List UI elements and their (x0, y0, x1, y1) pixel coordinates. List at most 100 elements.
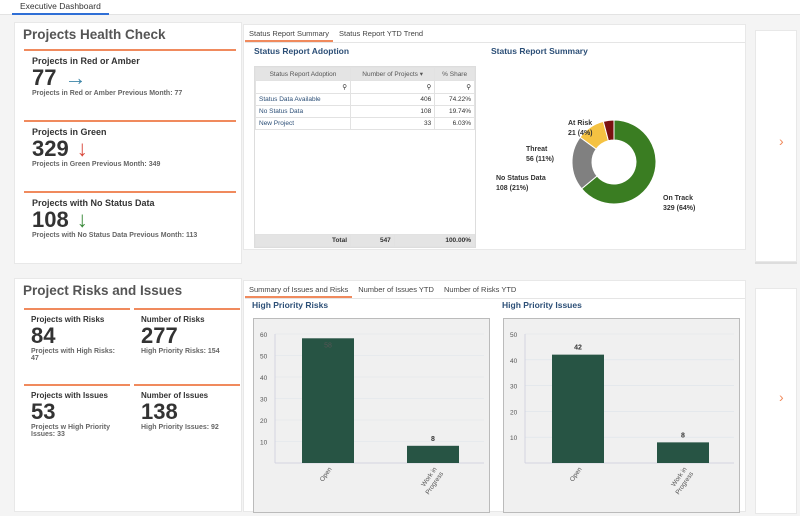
col-header[interactable]: Number of Projects ▾ (349, 67, 436, 81)
kpi-title: Number of Risks (141, 315, 205, 324)
kpi-card: Number of Risks 277 High Priority Risks:… (134, 308, 240, 378)
kpi-subtext: High Priority Issues: 92 (141, 424, 219, 431)
x-tick-label: Work inProgress (418, 466, 446, 497)
row-count: 108 (349, 105, 436, 118)
risks-card: Project Risks and Issues Projects with R… (14, 278, 242, 512)
tab-status-report-summary[interactable]: Status Report Summary (245, 27, 334, 42)
kpi-value: 138 (141, 399, 178, 424)
bar[interactable] (657, 442, 709, 463)
trend-arrow-icon: ↓ (76, 136, 88, 161)
health-title: Projects Health Check (23, 27, 166, 42)
x-tick-label: Open (569, 466, 584, 483)
next-panel-top[interactable]: › (755, 30, 797, 262)
filter-cell[interactable]: ⚲ (349, 80, 436, 94)
col-header[interactable]: % Share (434, 67, 475, 81)
kpi-number: 77 (32, 65, 57, 90)
trend-arrow-icon: ↓ (76, 207, 88, 232)
y-tick-label: 30 (260, 397, 268, 404)
summary-title: Status Report Summary (491, 46, 588, 56)
kpi-value: 329 ↓ (32, 137, 228, 161)
total-share: 100.00% (393, 234, 476, 247)
x-tick-label: Work inProgress (668, 466, 696, 497)
kpi-number: 329 (32, 136, 69, 161)
chevron-right-icon[interactable]: › (779, 389, 784, 405)
table-row[interactable]: New Project 33 6.03% (255, 117, 475, 130)
slice-value-label: 56 (11%) (526, 156, 554, 163)
slice-label: Threat (526, 146, 548, 153)
kpi-title: Projects in Red or Amber (32, 56, 140, 66)
status-panel: Status Report Summary Status Report YTD T… (243, 24, 746, 250)
tab-summary-issues-risks[interactable]: Summary of Issues and Risks (245, 283, 353, 298)
tab-status-report-ytd-trend[interactable]: Status Report YTD Trend (339, 29, 424, 38)
adoption-table: Status Report Adoption Number of Projects… (254, 66, 476, 248)
tab-executive-dashboard[interactable]: Executive Dashboard (12, 0, 109, 15)
slice-value-label: 21 (4%) (568, 130, 593, 137)
kpi-title: Projects with Issues (31, 391, 108, 400)
tab-risks-ytd[interactable]: Number of Risks YTD (443, 285, 517, 294)
y-tick-label: 10 (260, 440, 268, 447)
y-tick-label: 40 (260, 375, 268, 382)
kpi-subtext: Projects w High Priority Issues: 33 (31, 424, 110, 438)
kpi-title: Projects with Risks (31, 315, 105, 324)
kpi-title: Projects in Green (32, 127, 107, 137)
slice-label: At Risk (568, 120, 592, 127)
slice-label: No Status Data (496, 175, 546, 182)
row-count: 33 (349, 117, 436, 130)
kpi-value: 77 → (32, 66, 228, 90)
bar-value-label: 58 (324, 342, 332, 349)
y-tick-label: 20 (260, 418, 268, 425)
row-label: New Project (255, 117, 351, 130)
kpi-subtext: Projects with High Risks: 47 (31, 348, 116, 362)
bar-value-label: 42 (574, 345, 582, 352)
filter-cell[interactable]: ⚲ (255, 80, 351, 94)
y-tick-label: 10 (510, 435, 518, 442)
row-share: 6.03% (434, 117, 475, 130)
kpi-number: 108 (32, 207, 69, 232)
risks-panel: Summary of Issues and Risks Number of Iss… (243, 280, 746, 513)
issues-chart-title: High Priority Issues (502, 300, 582, 310)
bar[interactable] (302, 338, 354, 463)
adoption-title: Status Report Adoption (254, 46, 350, 56)
risks-title: Project Risks and Issues (23, 283, 183, 298)
y-tick-label: 60 (260, 332, 268, 339)
kpi-title: Projects with No Status Data (32, 198, 155, 208)
bar[interactable] (407, 445, 459, 463)
kpi-value: 84 (31, 323, 56, 348)
kpi-subtext: High Priority Risks: 154 (141, 348, 220, 355)
slice-label: On Track (663, 195, 693, 202)
bar[interactable] (552, 354, 604, 463)
x-tick-label: Open (319, 466, 334, 483)
row-label: No Status Data (255, 105, 351, 118)
kpi-card: Projects in Green 329 ↓ Projects in Green… (24, 120, 236, 186)
row-label: Status Data Available (255, 93, 351, 106)
kpi-subtext: Projects in Red or Amber Previous Month:… (32, 90, 183, 97)
kpi-card: Number of Issues 138 High Priority Issue… (134, 384, 240, 454)
risks-chart-title: High Priority Risks (252, 300, 329, 310)
y-tick-label: 50 (260, 354, 268, 361)
filter-cell[interactable]: ⚲ (434, 80, 475, 94)
kpi-value: 53 (31, 399, 56, 424)
high-priority-issues-chart: 10 20 30 40 50 42 Open 8 Work inProgress (503, 318, 740, 513)
high-priority-risks-chart: 10 20 30 40 50 60 58 Open 8 Work inProgress (253, 318, 490, 513)
total-count: 547 (350, 234, 395, 247)
total-row: Total 547 100.00% (255, 234, 476, 247)
tab-issues-ytd[interactable]: Number of Issues YTD (358, 285, 434, 294)
kpi-subtext: Projects with No Status Data Previous Mo… (32, 232, 198, 239)
row-share: 19.74% (434, 105, 475, 118)
y-tick-label: 30 (510, 384, 518, 391)
table-row[interactable]: Status Data Available 406 74.22% (255, 93, 475, 106)
chevron-right-icon[interactable]: › (779, 133, 784, 149)
slice-value-label: 108 (21%) (496, 185, 528, 192)
top-bar (0, 0, 800, 15)
donut-slice-at-risk[interactable] (602, 119, 615, 142)
kpi-card: Projects in Red or Amber 77 → Projects in… (24, 49, 236, 115)
kpi-title: Number of Issues (141, 391, 209, 400)
donut-slice-on-track[interactable] (580, 119, 657, 205)
table-row[interactable]: No Status Data 108 19.74% (255, 105, 475, 118)
kpi-card: Projects with No Status Data 108 ↓ Projec… (24, 191, 236, 257)
trend-arrow-icon: → (64, 65, 87, 90)
col-header[interactable]: Status Report Adoption (255, 67, 351, 81)
status-donut-chart: On Track 329 (64%) No Status Data 108 (21%)… (496, 119, 695, 212)
kpi-value: 277 (141, 323, 178, 348)
next-panel-bottom[interactable]: › (755, 288, 797, 514)
